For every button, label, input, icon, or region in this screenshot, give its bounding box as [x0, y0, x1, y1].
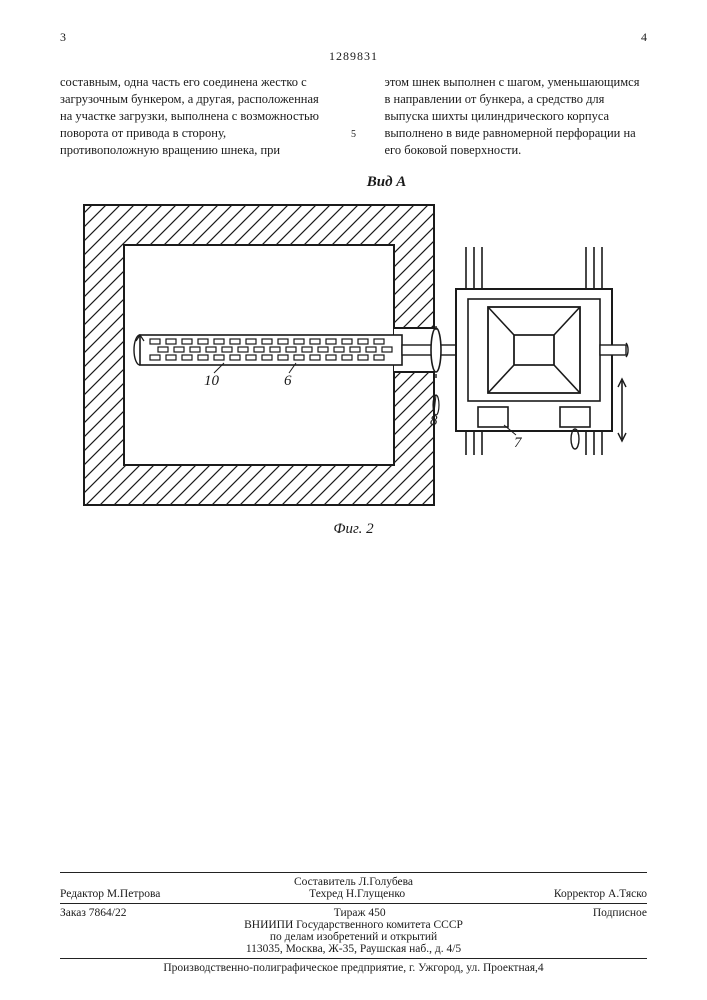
corrector: Корректор А.Тяско — [554, 888, 647, 900]
page-numbers: 3 4 — [60, 30, 647, 45]
order-number: Заказ 7864/22 — [60, 907, 127, 919]
right-column: этом шнек выполнен с шагом, уменьшающимс… — [385, 74, 648, 158]
colophon: Составитель Л.Голубева Редактор М.Петров… — [0, 869, 707, 974]
label-7: 7 — [514, 435, 523, 451]
label-8: 8 — [430, 413, 438, 429]
label-6: 6 — [284, 373, 292, 389]
line-number-marker: 5 — [347, 74, 361, 158]
page-right: 4 — [641, 30, 647, 45]
tirazh: Тираж 450 — [334, 907, 386, 919]
perforated-tube — [134, 335, 402, 365]
patent-number: 1289831 — [60, 49, 647, 64]
left-column: составным, одна часть его соединена жест… — [60, 74, 323, 158]
view-label: Вид А — [126, 174, 647, 191]
label-10: 10 — [204, 373, 220, 389]
printer: Производственно-полиграфическое предприя… — [60, 962, 647, 974]
text-columns: составным, одна часть его соединена жест… — [60, 74, 647, 158]
figure: 10 6 8 7 — [60, 195, 647, 515]
subscription: Подписное — [593, 907, 647, 919]
org-address: 113035, Москва, Ж-35, Раушская наб., д. … — [60, 943, 647, 955]
page: 3 4 1289831 составным, одна часть его со… — [0, 0, 707, 1000]
org-line1: ВНИИПИ Государственного комитета СССР — [60, 919, 647, 931]
compiler: Составитель Л.Голубева — [60, 876, 647, 888]
bunker-assembly — [456, 247, 628, 455]
org-line2: по делам изобретений и открытий — [60, 931, 647, 943]
techred: Техред Н.Глущенко — [309, 888, 405, 900]
page-left: 3 — [60, 30, 66, 45]
figure-svg: 10 6 8 7 — [74, 195, 634, 515]
editor: Редактор М.Петрова — [60, 888, 160, 900]
figure-caption: Фиг. 2 — [60, 521, 647, 538]
